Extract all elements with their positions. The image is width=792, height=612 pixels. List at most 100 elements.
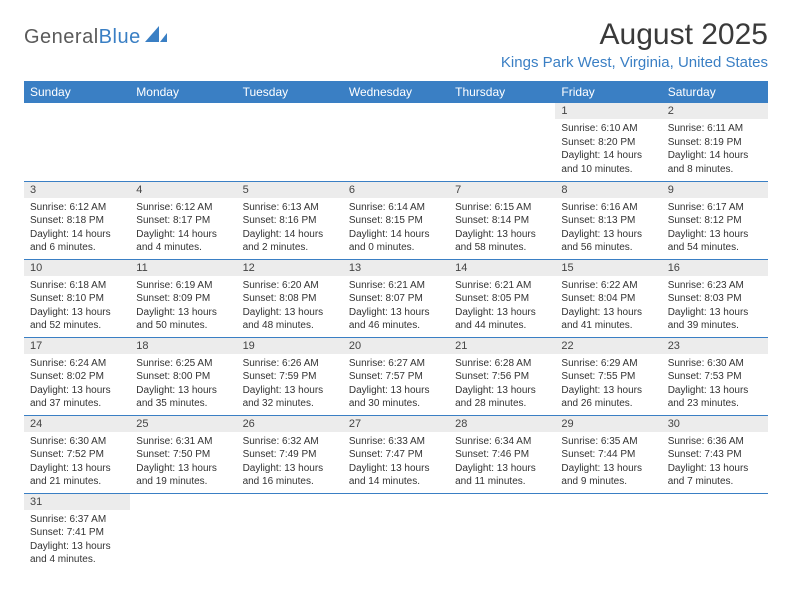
day-number: 24 (24, 416, 130, 432)
calendar-cell: 10Sunrise: 6:18 AMSunset: 8:10 PMDayligh… (24, 259, 130, 337)
weekday-header: Tuesday (237, 81, 343, 103)
day-body: Sunrise: 6:17 AMSunset: 8:12 PMDaylight:… (662, 198, 768, 259)
sunset-line: Sunset: 8:20 PM (561, 136, 655, 150)
daylight-line: Daylight: 14 hours and 2 minutes. (243, 228, 337, 255)
day-number: 23 (662, 338, 768, 354)
day-body: Sunrise: 6:33 AMSunset: 7:47 PMDaylight:… (343, 432, 449, 493)
sunset-line: Sunset: 7:56 PM (455, 370, 549, 384)
daylight-line: Daylight: 14 hours and 6 minutes. (30, 228, 124, 255)
day-body: Sunrise: 6:24 AMSunset: 8:02 PMDaylight:… (24, 354, 130, 415)
day-number: 8 (555, 182, 661, 198)
calendar-row: 10Sunrise: 6:18 AMSunset: 8:10 PMDayligh… (24, 259, 768, 337)
daylight-line: Daylight: 13 hours and 26 minutes. (561, 384, 655, 411)
sunrise-line: Sunrise: 6:12 AM (136, 201, 230, 215)
day-body: Sunrise: 6:14 AMSunset: 8:15 PMDaylight:… (343, 198, 449, 259)
sunset-line: Sunset: 7:41 PM (30, 526, 124, 540)
sunrise-line: Sunrise: 6:35 AM (561, 435, 655, 449)
day-number: 13 (343, 260, 449, 276)
calendar-cell: 13Sunrise: 6:21 AMSunset: 8:07 PMDayligh… (343, 259, 449, 337)
sunrise-line: Sunrise: 6:17 AM (668, 201, 762, 215)
sunset-line: Sunset: 7:57 PM (349, 370, 443, 384)
month-title: August 2025 (501, 18, 768, 52)
day-number: 29 (555, 416, 661, 432)
sunrise-line: Sunrise: 6:32 AM (243, 435, 337, 449)
sunrise-line: Sunrise: 6:24 AM (30, 357, 124, 371)
sunset-line: Sunset: 8:13 PM (561, 214, 655, 228)
calendar-cell: 11Sunrise: 6:19 AMSunset: 8:09 PMDayligh… (130, 259, 236, 337)
sunrise-line: Sunrise: 6:16 AM (561, 201, 655, 215)
sunset-line: Sunset: 8:05 PM (455, 292, 549, 306)
calendar-row: 3Sunrise: 6:12 AMSunset: 8:18 PMDaylight… (24, 181, 768, 259)
day-number: 20 (343, 338, 449, 354)
sunset-line: Sunset: 7:43 PM (668, 448, 762, 462)
sunrise-line: Sunrise: 6:30 AM (30, 435, 124, 449)
sunrise-line: Sunrise: 6:36 AM (668, 435, 762, 449)
weekday-header: Monday (130, 81, 236, 103)
day-number: 22 (555, 338, 661, 354)
daylight-line: Daylight: 14 hours and 10 minutes. (561, 149, 655, 176)
sunset-line: Sunset: 8:08 PM (243, 292, 337, 306)
day-body: Sunrise: 6:10 AMSunset: 8:20 PMDaylight:… (555, 119, 661, 180)
day-number: 10 (24, 260, 130, 276)
sunset-line: Sunset: 8:15 PM (349, 214, 443, 228)
daylight-line: Daylight: 13 hours and 14 minutes. (349, 462, 443, 489)
sunrise-line: Sunrise: 6:21 AM (349, 279, 443, 293)
sunset-line: Sunset: 7:47 PM (349, 448, 443, 462)
calendar-cell (343, 103, 449, 181)
day-number: 2 (662, 103, 768, 119)
sunset-line: Sunset: 8:02 PM (30, 370, 124, 384)
logo: GeneralBlue (24, 26, 169, 49)
sunset-line: Sunset: 7:52 PM (30, 448, 124, 462)
sunset-line: Sunset: 8:03 PM (668, 292, 762, 306)
daylight-line: Daylight: 13 hours and 54 minutes. (668, 228, 762, 255)
daylight-line: Daylight: 13 hours and 30 minutes. (349, 384, 443, 411)
day-body: Sunrise: 6:12 AMSunset: 8:17 PMDaylight:… (130, 198, 236, 259)
daylight-line: Daylight: 13 hours and 46 minutes. (349, 306, 443, 333)
sunset-line: Sunset: 8:14 PM (455, 214, 549, 228)
day-number: 5 (237, 182, 343, 198)
day-body: Sunrise: 6:26 AMSunset: 7:59 PMDaylight:… (237, 354, 343, 415)
logo-text-general: General (24, 26, 99, 49)
sunrise-line: Sunrise: 6:30 AM (668, 357, 762, 371)
daylight-line: Daylight: 13 hours and 37 minutes. (30, 384, 124, 411)
sunset-line: Sunset: 7:55 PM (561, 370, 655, 384)
sunrise-line: Sunrise: 6:37 AM (30, 513, 124, 527)
day-number: 28 (449, 416, 555, 432)
weekday-header: Wednesday (343, 81, 449, 103)
logo-text-blue: Blue (99, 26, 141, 49)
calendar-cell: 24Sunrise: 6:30 AMSunset: 7:52 PMDayligh… (24, 415, 130, 493)
sunrise-line: Sunrise: 6:10 AM (561, 122, 655, 136)
day-number: 31 (24, 494, 130, 510)
day-body: Sunrise: 6:27 AMSunset: 7:57 PMDaylight:… (343, 354, 449, 415)
sunrise-line: Sunrise: 6:28 AM (455, 357, 549, 371)
sunset-line: Sunset: 8:10 PM (30, 292, 124, 306)
sunset-line: Sunset: 8:12 PM (668, 214, 762, 228)
sunrise-line: Sunrise: 6:15 AM (455, 201, 549, 215)
daylight-line: Daylight: 14 hours and 4 minutes. (136, 228, 230, 255)
calendar-cell: 22Sunrise: 6:29 AMSunset: 7:55 PMDayligh… (555, 337, 661, 415)
daylight-line: Daylight: 13 hours and 4 minutes. (30, 540, 124, 567)
day-body: Sunrise: 6:30 AMSunset: 7:53 PMDaylight:… (662, 354, 768, 415)
calendar-cell (555, 493, 661, 571)
day-number: 12 (237, 260, 343, 276)
day-body: Sunrise: 6:29 AMSunset: 7:55 PMDaylight:… (555, 354, 661, 415)
day-body: Sunrise: 6:28 AMSunset: 7:56 PMDaylight:… (449, 354, 555, 415)
day-number: 15 (555, 260, 661, 276)
calendar-cell (662, 493, 768, 571)
day-number: 14 (449, 260, 555, 276)
sunset-line: Sunset: 7:46 PM (455, 448, 549, 462)
calendar-cell: 14Sunrise: 6:21 AMSunset: 8:05 PMDayligh… (449, 259, 555, 337)
calendar-cell: 5Sunrise: 6:13 AMSunset: 8:16 PMDaylight… (237, 181, 343, 259)
weekday-header: Thursday (449, 81, 555, 103)
sunset-line: Sunset: 8:16 PM (243, 214, 337, 228)
daylight-line: Daylight: 14 hours and 8 minutes. (668, 149, 762, 176)
calendar-cell: 21Sunrise: 6:28 AMSunset: 7:56 PMDayligh… (449, 337, 555, 415)
day-body: Sunrise: 6:25 AMSunset: 8:00 PMDaylight:… (130, 354, 236, 415)
weekday-header: Friday (555, 81, 661, 103)
calendar-row: 31 Sunrise: 6:37 AMSunset: 7:41 PMDayligh… (24, 493, 768, 571)
sunset-line: Sunset: 8:00 PM (136, 370, 230, 384)
sail-icon (145, 26, 169, 49)
calendar-cell: 12Sunrise: 6:20 AMSunset: 8:08 PMDayligh… (237, 259, 343, 337)
day-number: 27 (343, 416, 449, 432)
day-body: Sunrise: 6:32 AMSunset: 7:49 PMDaylight:… (237, 432, 343, 493)
